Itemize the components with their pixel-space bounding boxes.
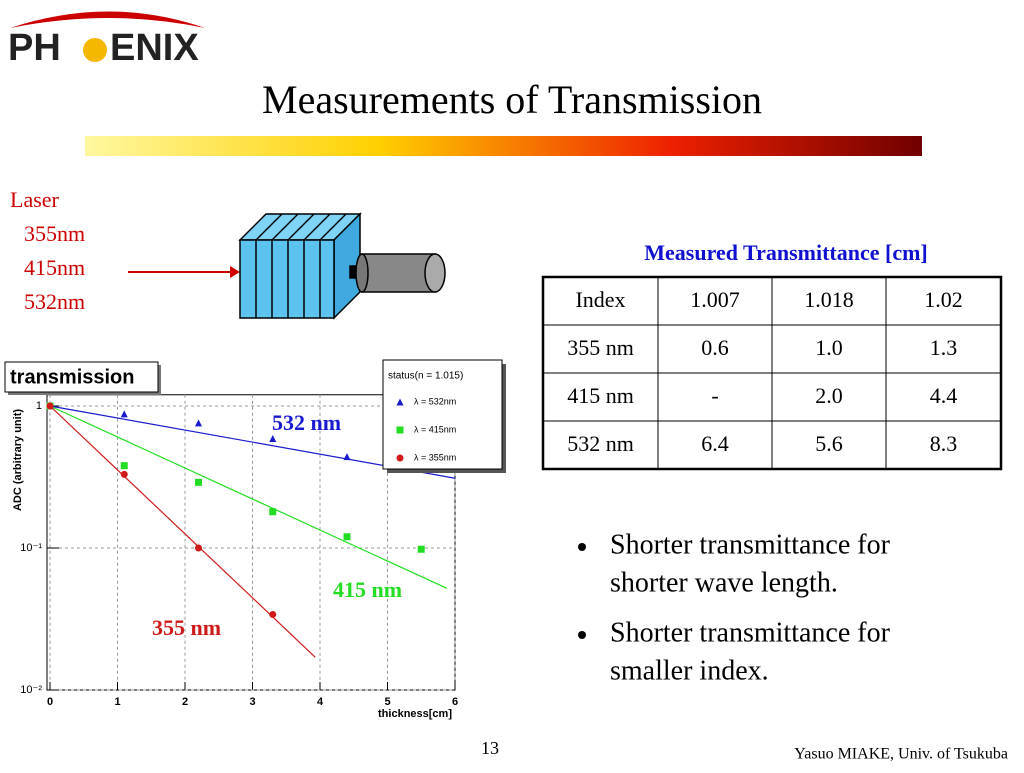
data-point [343, 453, 351, 461]
table-cell-text: 2.0 [815, 383, 843, 408]
x-tick-label: 2 [182, 696, 188, 708]
data-point [195, 419, 202, 427]
table: Index 1.007 1.018 1.02 355 nm 0.6 1.0 1.3 415 nm… [541, 275, 1003, 471]
bullet-dot [578, 631, 586, 639]
y-tick-label: 10⁻² [20, 684, 42, 696]
table-cell [771, 324, 887, 374]
laser-arrowhead [230, 266, 240, 278]
sample-block [238, 212, 446, 320]
table-cell-text: 1.007 [690, 287, 740, 312]
chart-title: transmission [10, 366, 134, 388]
legend-label: λ = 415nm [414, 424, 456, 434]
table-cell-text: 0.6 [701, 335, 729, 360]
legend-title: status(n = 1.015) [388, 371, 463, 382]
data-point [269, 508, 277, 516]
x-axis-label: thickness[cm] [378, 708, 452, 720]
x-tick-label: 4 [317, 696, 324, 708]
table-cell [771, 372, 887, 422]
bullet-dot [578, 543, 586, 551]
table-cell-text: 6.4 [701, 431, 729, 456]
annotation: 415 nm [333, 577, 402, 602]
table-border [541, 275, 1003, 471]
table-cell-text: 1.0 [815, 335, 843, 360]
table-cell-text: - [711, 383, 718, 408]
logo-right: ENIX [110, 27, 199, 69]
data-point [120, 470, 128, 478]
table-cell [657, 276, 773, 326]
legend-label: λ = 355nm [414, 452, 456, 462]
footer-author: Yasuo MIAKE, Univ. of Tsukuba [794, 746, 1008, 763]
legend-marker [396, 426, 404, 434]
chart: 0 1 2 3 4 5 6 1 10⁻¹ 10⁻² thickness[cm] ADC (arbitr… [4, 359, 506, 720]
fit-line [49, 405, 448, 589]
data-point [46, 402, 54, 410]
bullet-text: Shorter transmittance for [610, 617, 891, 648]
table-cell [771, 420, 887, 470]
data-point [195, 478, 202, 486]
bullet-text: Shorter transmittance for [610, 529, 891, 560]
bullet-text: smaller index. [610, 655, 769, 686]
table-cell-text: 5.6 [815, 431, 843, 456]
data-point [120, 462, 128, 470]
table-cell-text: 532 nm [567, 431, 634, 456]
x-tick-label: 6 [452, 696, 458, 708]
laser-wavelength: 532nm [24, 289, 85, 314]
table-cell-text: 415 nm [567, 383, 634, 408]
table-cell-text: 4.4 [930, 383, 958, 408]
table-cell-text: 8.3 [930, 431, 958, 456]
laser-wavelength: 355nm [24, 221, 85, 246]
laser-label: Laser [10, 187, 60, 212]
table-cell-text: 1.02 [924, 287, 963, 312]
laser-wavelength: 415nm [24, 255, 85, 280]
table-cell-text: 1.018 [804, 287, 854, 312]
data-point [195, 544, 202, 552]
table-cell [657, 324, 773, 374]
logo-arc [10, 11, 205, 28]
legend-marker [396, 398, 404, 406]
annotation: 532 nm [272, 410, 341, 435]
legend-label: λ = 532nm [414, 396, 456, 406]
legend-marker [396, 454, 404, 462]
x-tick-label: 1 [114, 696, 120, 708]
table-caption: Measured Transmittance [cm] [644, 240, 928, 265]
data-point [269, 435, 277, 443]
page-number: 13 [481, 738, 499, 758]
table-cell-text: 1.3 [930, 335, 958, 360]
table-cell-text: 355 nm [567, 335, 634, 360]
annotation: 355 nm [152, 615, 221, 640]
bullet-list: Shorter transmittance for shorter wave le… [578, 529, 891, 686]
legend-box [382, 359, 503, 470]
data-point [120, 410, 128, 418]
bullet-text: shorter wave length. [610, 567, 838, 598]
y-tick-label: 10⁻¹ [20, 542, 42, 554]
y-axis-label: ADC (arbitrary unit) [12, 409, 24, 511]
data-point [343, 533, 351, 541]
table-cell [657, 420, 773, 470]
slide-title: Measurements of Transmission [262, 77, 762, 122]
table-cell [885, 324, 1002, 374]
title-bar [85, 136, 922, 156]
logo-sun [83, 38, 107, 62]
data-point [417, 545, 425, 553]
logo-left: PH [8, 27, 61, 69]
table-cell [657, 372, 773, 422]
x-tick-label: 0 [47, 696, 53, 708]
x-tick-label: 5 [384, 696, 390, 708]
data-point [269, 611, 277, 619]
x-tick-label: 3 [249, 696, 255, 708]
table-cell-text: Index [575, 287, 625, 312]
chart-title-box [4, 361, 159, 393]
y-tick-label: 1 [36, 400, 42, 412]
